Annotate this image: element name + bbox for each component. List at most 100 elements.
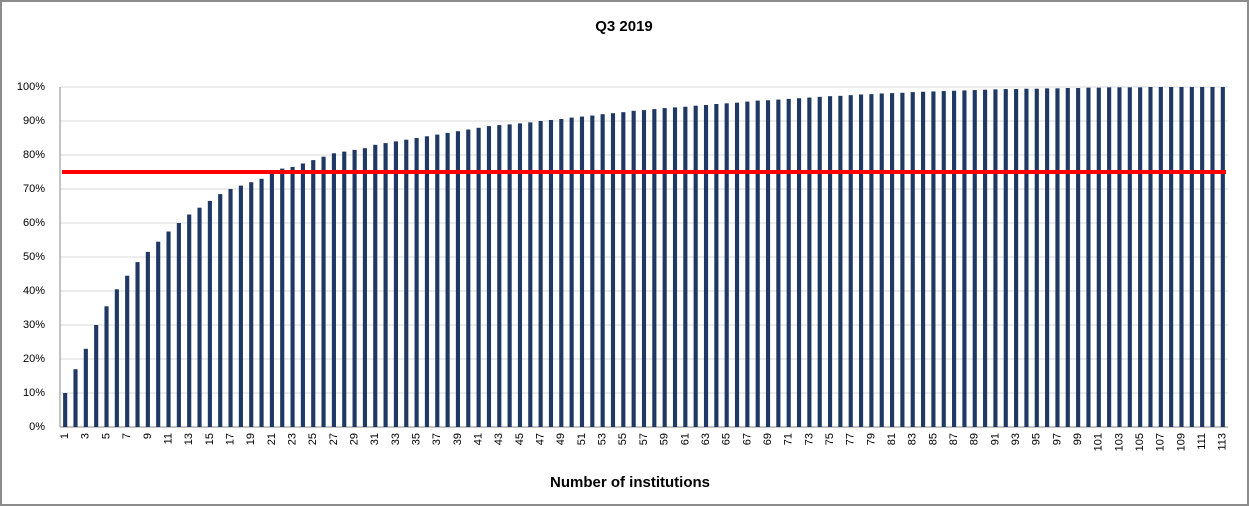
x-tick-label: 89	[969, 433, 981, 445]
x-tick-label: 77	[845, 433, 857, 445]
x-tick-label: 17	[224, 433, 236, 445]
bar	[1200, 87, 1205, 427]
y-tick-label: 0%	[29, 421, 45, 433]
bar	[528, 122, 533, 428]
x-tick-label: 3	[80, 433, 92, 439]
x-tick-label: 65	[721, 433, 733, 445]
bar	[559, 118, 564, 428]
bar	[1158, 87, 1163, 427]
bar	[538, 121, 543, 427]
x-tick-label: 85	[927, 433, 939, 445]
x-tick-label: 29	[348, 433, 360, 445]
bar	[755, 100, 760, 427]
x-tick-label: 67	[741, 433, 753, 445]
bar	[848, 95, 853, 427]
x-tick-label: 73	[803, 433, 815, 445]
bar	[796, 98, 802, 427]
x-tick-label: 21	[266, 433, 278, 445]
x-tick-label: 43	[493, 433, 505, 445]
x-tick-label: 5	[100, 433, 112, 439]
bar	[1055, 88, 1060, 428]
bar	[900, 92, 905, 427]
bar	[166, 231, 171, 427]
x-tick-label: 95	[1031, 433, 1043, 445]
bar	[1210, 87, 1215, 427]
x-tick-label: 109	[1175, 433, 1187, 451]
bar	[114, 289, 119, 427]
bar	[941, 91, 946, 427]
x-tick-label: 107	[1155, 433, 1167, 451]
bar	[1076, 88, 1081, 428]
bar	[631, 110, 636, 428]
bar	[445, 132, 450, 427]
bar	[1169, 87, 1174, 427]
y-tick-label: 100%	[17, 81, 45, 93]
bar	[724, 103, 729, 427]
x-tick-label: 31	[369, 433, 381, 445]
bar	[1189, 87, 1194, 427]
x-tick-label: 23	[286, 433, 298, 445]
y-tick-label: 50%	[23, 251, 45, 263]
bar	[331, 153, 336, 428]
x-tick-label: 33	[390, 433, 402, 445]
bar	[207, 200, 212, 427]
bar	[435, 134, 440, 427]
x-tick-label: 53	[597, 433, 609, 445]
x-tick-label: 93	[1010, 433, 1022, 445]
bar	[249, 182, 254, 427]
bar	[827, 96, 833, 428]
x-tick-label: 11	[162, 433, 174, 444]
bar	[1096, 87, 1101, 428]
bar	[590, 115, 595, 427]
x-tick-label: 113	[1217, 433, 1229, 451]
bar	[931, 91, 936, 428]
x-tick-label: 25	[307, 433, 319, 445]
x-tick-label: 35	[411, 433, 423, 445]
bar	[135, 262, 140, 427]
bar	[466, 129, 471, 427]
bar	[600, 114, 605, 427]
bar	[156, 241, 161, 427]
bar	[187, 214, 192, 427]
bar	[910, 92, 915, 427]
bar	[1024, 88, 1029, 427]
bar	[476, 127, 481, 428]
bar	[269, 172, 274, 427]
bar	[73, 369, 78, 427]
bar	[1148, 87, 1153, 427]
bar	[734, 102, 740, 427]
bar	[993, 89, 998, 427]
x-axis-title: Number of institutions	[550, 474, 710, 491]
bar	[1034, 88, 1039, 427]
x-tick-label: 9	[142, 433, 154, 439]
bar	[517, 123, 523, 427]
bar	[362, 148, 367, 427]
bar	[869, 94, 874, 427]
bar	[300, 163, 305, 427]
x-tick-label: 45	[514, 433, 526, 445]
bar	[404, 139, 409, 427]
bar	[683, 106, 688, 427]
x-tick-label: 13	[183, 433, 195, 445]
bar	[1117, 87, 1122, 427]
bar	[858, 94, 864, 427]
bar	[652, 109, 657, 427]
bar	[280, 168, 285, 427]
y-tick-label: 30%	[23, 319, 45, 331]
x-tick-label: 37	[431, 433, 443, 445]
bar	[817, 96, 822, 428]
bar	[621, 112, 626, 427]
bar	[373, 144, 378, 428]
x-tick-label: 55	[617, 433, 629, 445]
y-tick-label: 60%	[23, 217, 45, 229]
x-tick-label: 83	[907, 433, 919, 445]
bar	[342, 151, 347, 427]
bar	[1003, 89, 1008, 427]
bar	[486, 126, 492, 427]
x-tick-label: 41	[473, 433, 485, 445]
x-tick-label: 39	[452, 433, 464, 445]
bar	[352, 149, 357, 427]
x-tick-label: 99	[1072, 433, 1084, 445]
bar	[672, 107, 678, 428]
